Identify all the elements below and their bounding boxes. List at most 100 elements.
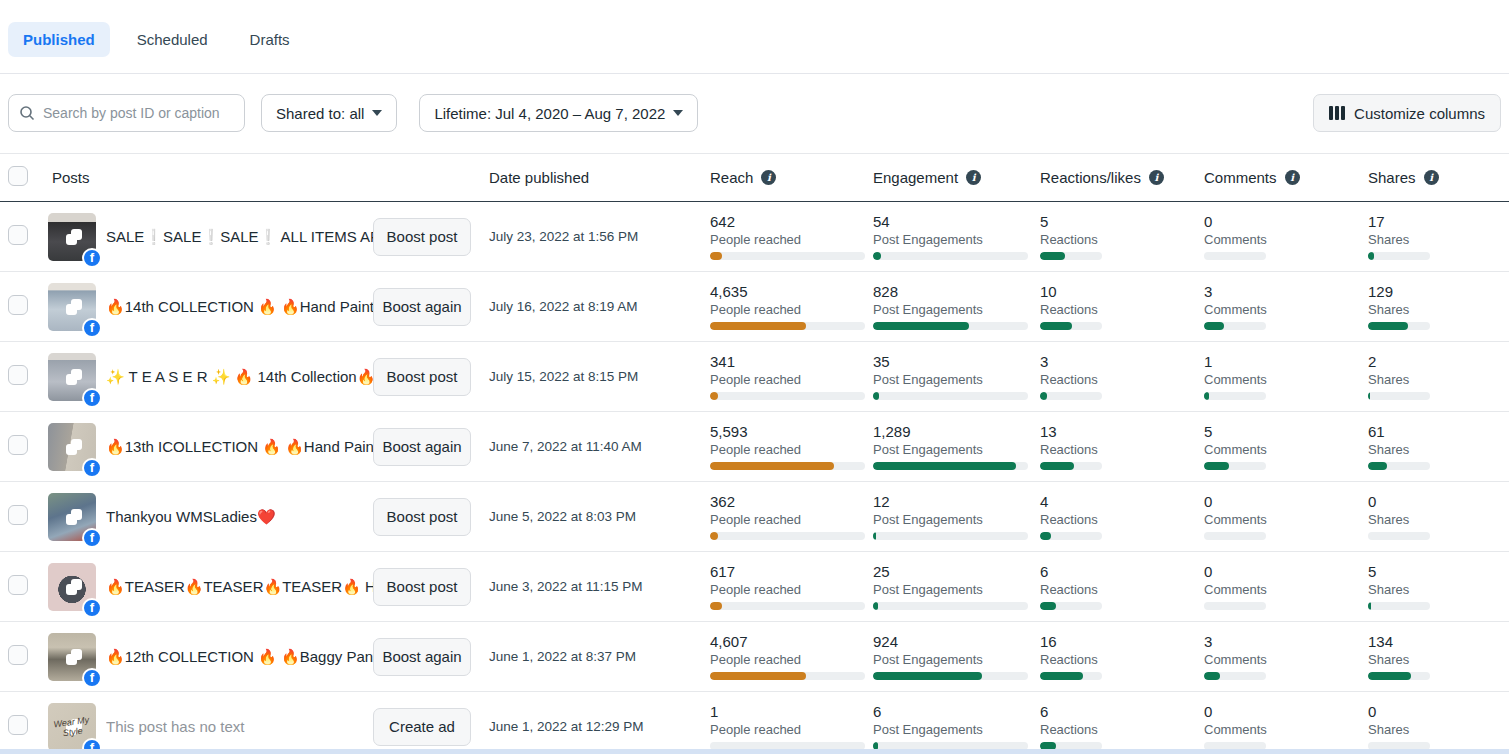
facebook-icon: f <box>82 248 102 268</box>
post-caption[interactable]: 🔥14th COLLECTION 🔥 🔥Hand Painte... <box>106 298 373 316</box>
post-thumbnail[interactable]: f <box>48 493 96 541</box>
table-row: Wear My Style f This post has no text Cr… <box>0 692 1509 754</box>
reactions-metric: 10 Reactions <box>1040 283 1204 330</box>
facebook-icon: f <box>82 458 102 478</box>
reactions-label: Reactions <box>1040 582 1204 597</box>
engagement-label: Post Engagements <box>873 442 1040 457</box>
tab-scheduled[interactable]: Scheduled <box>122 22 223 57</box>
reactions-value: 10 <box>1040 283 1204 300</box>
post-caption[interactable]: Thankyou WMSLadies❤️ <box>106 508 373 526</box>
chevron-down-icon <box>673 110 683 116</box>
info-icon[interactable]: i <box>1149 170 1164 185</box>
row-checkbox[interactable] <box>8 715 28 735</box>
row-checkbox[interactable] <box>8 365 28 385</box>
row-checkbox[interactable] <box>8 295 28 315</box>
row-checkbox[interactable] <box>8 575 28 595</box>
post-thumbnail[interactable]: f <box>48 213 96 261</box>
post-caption[interactable]: 🔥12th COLLECTION 🔥 🔥Baggy Pants,... <box>106 648 373 666</box>
search-box[interactable] <box>8 94 245 132</box>
column-header-shares[interactable]: Shares i <box>1368 169 1509 186</box>
reach-bar <box>710 602 865 610</box>
reactions-metric: 3 Reactions <box>1040 353 1204 400</box>
info-icon[interactable]: i <box>761 170 776 185</box>
shared-to-dropdown[interactable]: Shared to: all <box>261 94 397 132</box>
reach-label: People reached <box>710 372 873 387</box>
engagement-metric: 35 Post Engagements <box>873 353 1040 400</box>
boost-button[interactable]: Boost again <box>373 638 471 676</box>
post-caption[interactable]: This post has no text <box>106 718 373 735</box>
table-row: f 🔥13th ICOLLECTION 🔥 🔥Hand Painte... Bo… <box>0 412 1509 482</box>
row-checkbox[interactable] <box>8 225 28 245</box>
column-header-reach[interactable]: Reach i <box>710 169 873 186</box>
shares-metric: 134 Shares <box>1368 633 1509 680</box>
comments-bar <box>1204 462 1266 470</box>
customize-columns-button[interactable]: Customize columns <box>1313 94 1501 132</box>
comments-label: Comments <box>1204 722 1368 737</box>
reactions-value: 13 <box>1040 423 1204 440</box>
boost-button[interactable]: Boost post <box>373 498 471 536</box>
horizontal-scrollbar[interactable] <box>0 749 1509 754</box>
date-range-label: Lifetime: Jul 4, 2020 – Aug 7, 2022 <box>434 105 665 122</box>
post-thumbnail[interactable]: Wear My Style f <box>48 703 96 751</box>
engagement-label: Post Engagements <box>873 722 1040 737</box>
comments-label: Comments <box>1204 302 1368 317</box>
shares-label: Shares <box>1368 442 1509 457</box>
row-checkbox[interactable] <box>8 645 28 665</box>
boost-button[interactable]: Boost post <box>373 568 471 606</box>
shares-value: 0 <box>1368 493 1509 510</box>
boost-button[interactable]: Create ad <box>373 708 471 746</box>
select-all-checkbox[interactable] <box>8 166 28 186</box>
column-header-engagement[interactable]: Engagement i <box>873 169 1040 186</box>
reactions-value: 6 <box>1040 563 1204 580</box>
engagement-value: 1,289 <box>873 423 1040 440</box>
shares-label: Shares <box>1368 512 1509 527</box>
date-published: June 1, 2022 at 8:37 PM <box>489 649 710 664</box>
column-header-date[interactable]: Date published <box>489 169 710 186</box>
comments-label: Comments <box>1204 582 1368 597</box>
tab-drafts[interactable]: Drafts <box>235 22 305 57</box>
post-thumbnail[interactable]: f <box>48 563 96 611</box>
shares-bar <box>1368 392 1430 400</box>
info-icon[interactable]: i <box>1285 170 1300 185</box>
tab-published[interactable]: Published <box>8 22 110 57</box>
reactions-metric: 5 Reactions <box>1040 213 1204 260</box>
boost-button[interactable]: Boost post <box>373 218 471 256</box>
boost-button[interactable]: Boost again <box>373 288 471 326</box>
post-thumbnail[interactable]: f <box>48 283 96 331</box>
column-header-reactions[interactable]: Reactions/likes i <box>1040 169 1204 186</box>
post-thumbnail[interactable]: f <box>48 353 96 401</box>
post-thumbnail[interactable]: f <box>48 423 96 471</box>
date-range-dropdown[interactable]: Lifetime: Jul 4, 2020 – Aug 7, 2022 <box>419 94 698 132</box>
comments-metric: 0 Comments <box>1204 213 1368 260</box>
boost-button[interactable]: Boost post <box>373 358 471 396</box>
reactions-label: Reactions <box>1040 372 1204 387</box>
engagement-value: 12 <box>873 493 1040 510</box>
comments-value: 3 <box>1204 633 1368 650</box>
search-input[interactable] <box>43 105 234 121</box>
chevron-down-icon <box>372 110 382 116</box>
post-caption[interactable]: 🔥13th ICOLLECTION 🔥 🔥Hand Painte... <box>106 438 373 456</box>
post-caption[interactable]: ✨ T E A S E R ✨ 🔥 14th Collection🔥 ... <box>106 368 373 386</box>
reach-label: People reached <box>710 232 873 247</box>
table-row: f Thankyou WMSLadies❤️ Boost post June 5… <box>0 482 1509 552</box>
info-icon[interactable]: i <box>1424 170 1439 185</box>
engagement-metric: 924 Post Engagements <box>873 633 1040 680</box>
engagement-metric: 54 Post Engagements <box>873 213 1040 260</box>
comments-value: 0 <box>1204 563 1368 580</box>
reactions-bar <box>1040 672 1102 680</box>
row-checkbox[interactable] <box>8 435 28 455</box>
date-published: June 5, 2022 at 8:03 PM <box>489 509 710 524</box>
post-thumbnail[interactable]: f <box>48 633 96 681</box>
shares-label: Shares <box>1368 232 1509 247</box>
shares-label: Shares <box>1368 582 1509 597</box>
column-header-posts[interactable]: Posts <box>40 169 489 186</box>
reach-label: People reached <box>710 442 873 457</box>
column-header-comments[interactable]: Comments i <box>1204 169 1368 186</box>
boost-button[interactable]: Boost again <box>373 428 471 466</box>
post-caption[interactable]: SALE❕SALE❕SALE❕ ALL ITEMS ARE 119 1... <box>106 228 373 246</box>
post-caption[interactable]: 🔥TEASER🔥TEASER🔥TEASER🔥 Handp... <box>106 578 373 596</box>
engagement-bar <box>873 602 1028 610</box>
info-icon[interactable]: i <box>966 170 981 185</box>
row-checkbox[interactable] <box>8 505 28 525</box>
comments-bar <box>1204 252 1266 260</box>
